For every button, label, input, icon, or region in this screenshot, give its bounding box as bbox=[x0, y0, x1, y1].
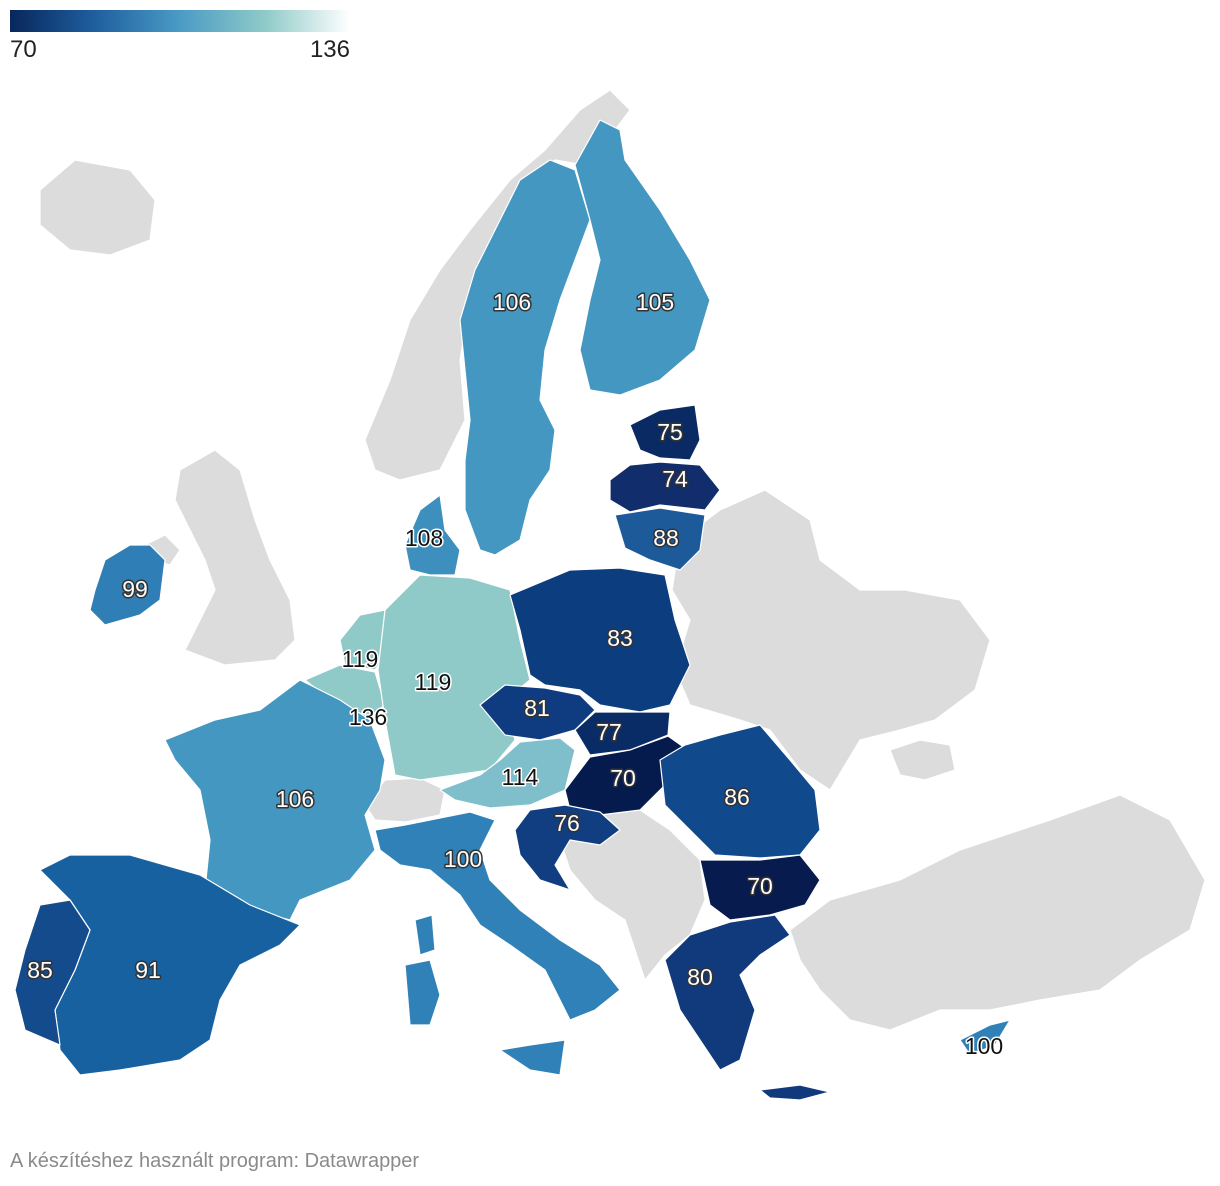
country-belarus-ukraine-russia bbox=[671, 489, 991, 791]
country-switzerland bbox=[364, 777, 446, 823]
value-label-slovakia: 77 bbox=[596, 719, 622, 745]
value-label-ireland: 99 bbox=[122, 576, 148, 602]
value-label-italy: 100 bbox=[444, 846, 482, 872]
country-corsica bbox=[414, 914, 436, 956]
color-legend: 70 136 bbox=[10, 10, 350, 63]
country-portugal bbox=[14, 899, 91, 1046]
country-estonia bbox=[629, 404, 701, 461]
value-label-greece: 80 bbox=[687, 964, 713, 990]
europe-map: 106 105 75 74 88 108 99 119 119 136 83 8… bbox=[14, 89, 1206, 1101]
country-germany bbox=[377, 574, 531, 781]
country-finland bbox=[574, 119, 711, 396]
value-label-spain: 91 bbox=[135, 957, 161, 983]
country-czechia bbox=[479, 684, 596, 741]
value-label-poland: 83 bbox=[607, 625, 633, 651]
country-latvia bbox=[609, 461, 721, 513]
country-greece bbox=[664, 914, 791, 1071]
value-label-sweden: 106 bbox=[493, 289, 531, 315]
country-romania bbox=[659, 724, 821, 859]
country-uk bbox=[174, 449, 296, 666]
country-austria bbox=[439, 737, 576, 809]
country-ireland bbox=[89, 544, 166, 626]
value-label-czechia: 81 bbox=[524, 695, 550, 721]
value-label-finland: 105 bbox=[636, 289, 674, 315]
country-sardinia bbox=[404, 959, 441, 1026]
value-label-lithuania: 88 bbox=[653, 525, 679, 551]
value-label-portugal: 85 bbox=[27, 957, 53, 983]
value-label-bulgaria: 70 bbox=[747, 873, 773, 899]
country-denmark bbox=[404, 494, 461, 576]
datawrapper-credit: A készítéshez használt program: Datawrap… bbox=[10, 1150, 420, 1172]
value-label-estonia: 75 bbox=[657, 419, 683, 445]
country-turkey bbox=[789, 794, 1206, 1031]
country-bulgaria bbox=[699, 854, 821, 921]
value-label-netherlands: 119 bbox=[342, 646, 379, 672]
country-crimea bbox=[889, 739, 956, 781]
country-cyprus bbox=[959, 1019, 1011, 1056]
value-label-germany: 119 bbox=[415, 669, 452, 695]
country-slovakia bbox=[574, 711, 671, 756]
value-label-hungary: 70 bbox=[610, 765, 636, 791]
country-lithuania bbox=[614, 507, 706, 571]
value-label-latvia: 74 bbox=[662, 466, 688, 492]
legend-max-label: 136 bbox=[309, 36, 350, 63]
country-slovenia-croatia bbox=[514, 804, 621, 891]
country-sicily bbox=[499, 1039, 566, 1076]
legend-gradient-bar bbox=[10, 10, 350, 32]
value-label-slovenia-croatia: 76 bbox=[554, 810, 580, 836]
country-italy bbox=[374, 811, 621, 1021]
country-france bbox=[164, 679, 386, 921]
country-poland bbox=[509, 567, 691, 713]
value-label-france: 106 bbox=[276, 786, 314, 812]
value-label-cyprus: 100 bbox=[965, 1033, 1003, 1059]
country-iceland bbox=[39, 159, 156, 256]
value-label-denmark: 108 bbox=[405, 525, 443, 551]
value-label-luxembourg: 136 bbox=[349, 704, 387, 730]
legend-min-label: 70 bbox=[10, 36, 37, 63]
country-crete bbox=[759, 1084, 831, 1101]
value-label-austria: 114 bbox=[502, 764, 539, 790]
value-label-romania: 86 bbox=[724, 784, 750, 810]
country-sweden bbox=[459, 159, 591, 556]
